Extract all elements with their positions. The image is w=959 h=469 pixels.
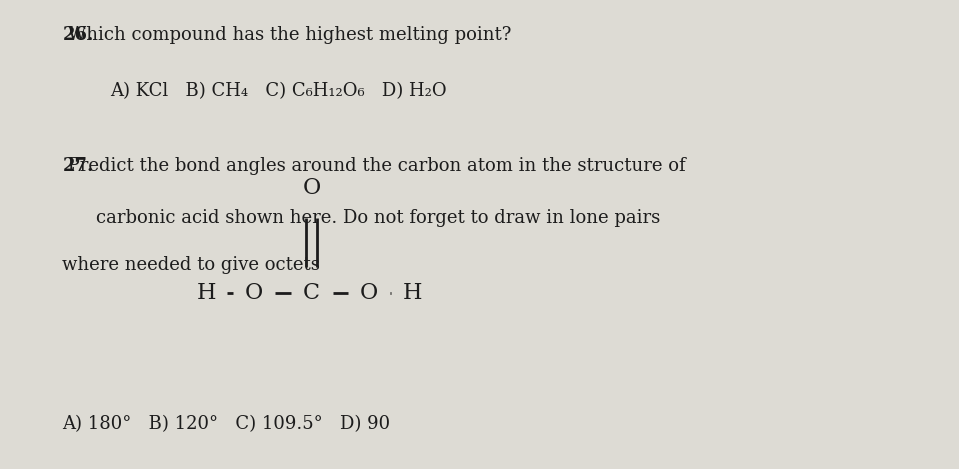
Text: O: O (245, 282, 264, 304)
Text: carbonic acid shown here. Do not forget to draw in lone pairs: carbonic acid shown here. Do not forget … (96, 209, 660, 227)
Text: H: H (197, 282, 216, 304)
Text: H: H (403, 282, 422, 304)
Text: C: C (303, 282, 320, 304)
Text: A) KCl   B) CH₄   C) C₆H₁₂O₆   D) H₂O: A) KCl B) CH₄ C) C₆H₁₂O₆ D) H₂O (110, 82, 447, 100)
Text: where needed to give octets: where needed to give octets (62, 256, 320, 273)
Text: 27.: 27. (62, 157, 94, 175)
Text: Predict the bond angles around the carbon atom in the structure of: Predict the bond angles around the carbo… (62, 157, 686, 175)
Text: Which compound has the highest melting point?: Which compound has the highest melting p… (62, 26, 512, 44)
Text: O: O (302, 177, 321, 198)
Text: O: O (360, 282, 379, 304)
Text: 26.: 26. (62, 26, 94, 44)
Text: A) 180°   B) 120°   C) 109.5°   D) 90: A) 180° B) 120° C) 109.5° D) 90 (62, 415, 390, 433)
